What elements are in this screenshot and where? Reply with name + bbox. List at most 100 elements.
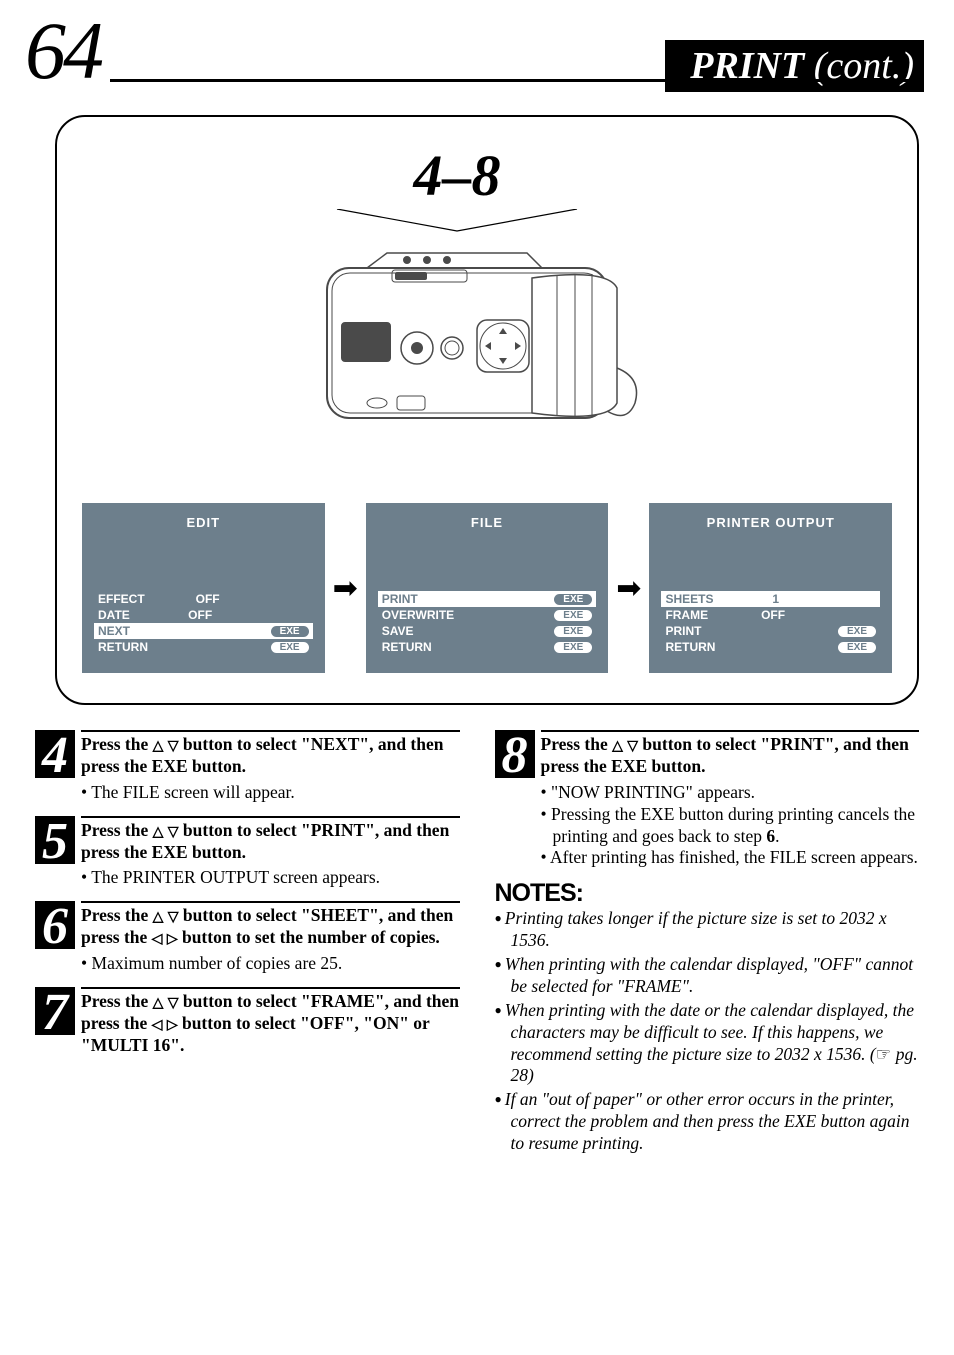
- step-6-lead-a: Press the: [81, 905, 153, 925]
- screen-edit-title: EDIT: [92, 515, 315, 530]
- camera-illustration: [82, 228, 892, 463]
- screen-row: RETURN EXE: [378, 639, 597, 655]
- screen-row: PRINT EXE: [661, 623, 880, 639]
- triangle-left-icon: [152, 927, 163, 947]
- screen-row: SHEETS1: [661, 591, 880, 607]
- note-item: When printing with the date or the calen…: [495, 1000, 920, 1088]
- step-8-bullet: After printing has finished, the FILE sc…: [541, 847, 920, 869]
- triangle-up-icon: [153, 734, 164, 754]
- screen-row: NEXT EXE: [94, 623, 313, 639]
- section-title: PRINT (cont.): [665, 40, 924, 92]
- pointer-line-svg: [317, 209, 597, 233]
- exe-pill: EXE: [554, 642, 592, 653]
- screen-printer-title: PRINTER OUTPUT: [659, 515, 882, 530]
- triangle-down-icon: [627, 734, 638, 754]
- screen-row-value: OFF: [708, 608, 838, 622]
- triangle-right-icon: [167, 1013, 178, 1033]
- screen-row-label: NEXT: [98, 624, 130, 638]
- step-4-lead-a: Press the: [81, 734, 153, 754]
- step-6-lead-c: button to set the number of copies.: [178, 927, 440, 947]
- screen-row-label: FRAME: [665, 608, 708, 622]
- step-8-lead-a: Press the: [541, 734, 613, 754]
- step-5: 5 Press the button to select "PRINT", an…: [35, 816, 460, 890]
- step-8-bullet: "NOW PRINTING" appears.: [541, 782, 920, 804]
- screen-row-label: SHEETS: [665, 592, 713, 606]
- step-7: 7 Press the button to select "FRAME", an…: [35, 987, 460, 1057]
- screen-row: DATEOFF: [94, 607, 313, 623]
- step-4-bullet: The FILE screen will appear.: [81, 782, 460, 804]
- step-6-number: 6: [35, 901, 75, 949]
- screen-row-value: OFF: [145, 592, 271, 606]
- exe-pill: EXE: [838, 626, 876, 637]
- triangle-down-icon: [168, 820, 179, 840]
- step-5-number: 5: [35, 816, 75, 864]
- screen-row-label: PRINT: [665, 624, 701, 638]
- screen-row: PRINT EXE: [378, 591, 597, 607]
- step-6-bullet: Maximum number of copies are 25.: [81, 953, 460, 975]
- step-4: 4 Press the button to select "NEXT", and…: [35, 730, 460, 804]
- exe-pill: EXE: [271, 642, 309, 653]
- screen-row: SAVE EXE: [378, 623, 597, 639]
- notes-heading: NOTES:: [495, 879, 920, 908]
- triangle-down-icon: [168, 905, 179, 925]
- screen-row: EFFECTOFF: [94, 591, 313, 607]
- screen-edit: EDIT EFFECTOFFDATEOFFNEXTEXERETURNEXE: [82, 503, 325, 673]
- triangle-up-icon: [612, 734, 623, 754]
- note-item: When printing with the calendar displaye…: [495, 954, 920, 998]
- screen-row-label: PRINT: [382, 592, 418, 606]
- exe-pill: EXE: [554, 610, 592, 621]
- step-7-number: 7: [35, 987, 75, 1035]
- exe-pill: EXE: [271, 626, 309, 637]
- triangle-down-icon: [168, 734, 179, 754]
- screen-row-value: OFF: [130, 608, 271, 622]
- screen-file-title: FILE: [376, 515, 599, 530]
- step-range-label: 4–8: [52, 142, 862, 209]
- triangle-left-icon: [152, 1013, 163, 1033]
- step-8: 8 Press the button to select "PRINT", an…: [495, 730, 920, 869]
- screen-row-label: RETURN: [665, 640, 715, 654]
- triangle-up-icon: [153, 905, 164, 925]
- left-column: 4 Press the button to select "NEXT", and…: [35, 730, 460, 1157]
- step-4-number: 4: [35, 730, 75, 778]
- right-column: 8 Press the button to select "PRINT", an…: [495, 730, 920, 1157]
- step-8-number: 8: [495, 730, 535, 778]
- step-7-lead-a: Press the: [81, 991, 153, 1011]
- screen-edit-rows: EFFECTOFFDATEOFFNEXTEXERETURNEXE: [92, 591, 315, 655]
- screen-row-label: SAVE: [382, 624, 414, 638]
- triangle-down-icon: [168, 991, 179, 1011]
- screen-row: FRAMEOFF: [661, 607, 880, 623]
- screen-row-label: DATE: [98, 608, 130, 622]
- screen-printer-rows: SHEETS1FRAMEOFFPRINTEXERETURNEXE: [659, 591, 882, 655]
- illustration-panel: 4–8: [55, 115, 919, 705]
- arrow-icon: ➡: [616, 571, 641, 606]
- page-ref-icon: [876, 1044, 892, 1064]
- step-8-bullet: Pressing the EXE button during printing …: [541, 804, 920, 848]
- header-rule: [110, 79, 924, 82]
- note-3a: When printing with the date or the calen…: [505, 1000, 914, 1064]
- step-6: 6 Press the button to select "SHEET", an…: [35, 901, 460, 975]
- triangle-up-icon: [153, 991, 164, 1011]
- triangle-right-icon: [167, 927, 178, 947]
- step-5-lead-a: Press the: [81, 820, 153, 840]
- screen-row: RETURN EXE: [94, 639, 313, 655]
- notes-list: Printing takes longer if the picture siz…: [495, 908, 920, 1155]
- screen-row-label: RETURN: [98, 640, 148, 654]
- exe-pill: EXE: [554, 626, 592, 637]
- screen-row: OVERWRITE EXE: [378, 607, 597, 623]
- note-item: Printing takes longer if the picture siz…: [495, 908, 920, 952]
- screen-printer: PRINTER OUTPUT SHEETS1FRAMEOFFPRINTEXERE…: [649, 503, 892, 673]
- arrow-icon: ➡: [333, 571, 358, 606]
- screen-file-rows: PRINT EXE OVERWRITE EXE SAVE EXE RETURN EXE: [376, 591, 599, 655]
- note-item: If an "out of paper" or other error occu…: [495, 1089, 920, 1155]
- screen-row: RETURN EXE: [661, 639, 880, 655]
- triangle-up-icon: [153, 820, 164, 840]
- step-5-bullet: The PRINTER OUTPUT screen appears.: [81, 867, 460, 889]
- screen-row-label: RETURN: [382, 640, 432, 654]
- exe-pill: EXE: [838, 642, 876, 653]
- exe-pill: EXE: [554, 594, 592, 605]
- screen-row-label: EFFECT: [98, 592, 145, 606]
- screen-file: FILE PRINT EXE OVERWRITE EXE SAVE EXE RETURN EX…: [366, 503, 609, 673]
- page-number: 64: [25, 10, 101, 92]
- screen-row-label: OVERWRITE: [382, 608, 454, 622]
- screen-row-value: 1: [713, 592, 838, 606]
